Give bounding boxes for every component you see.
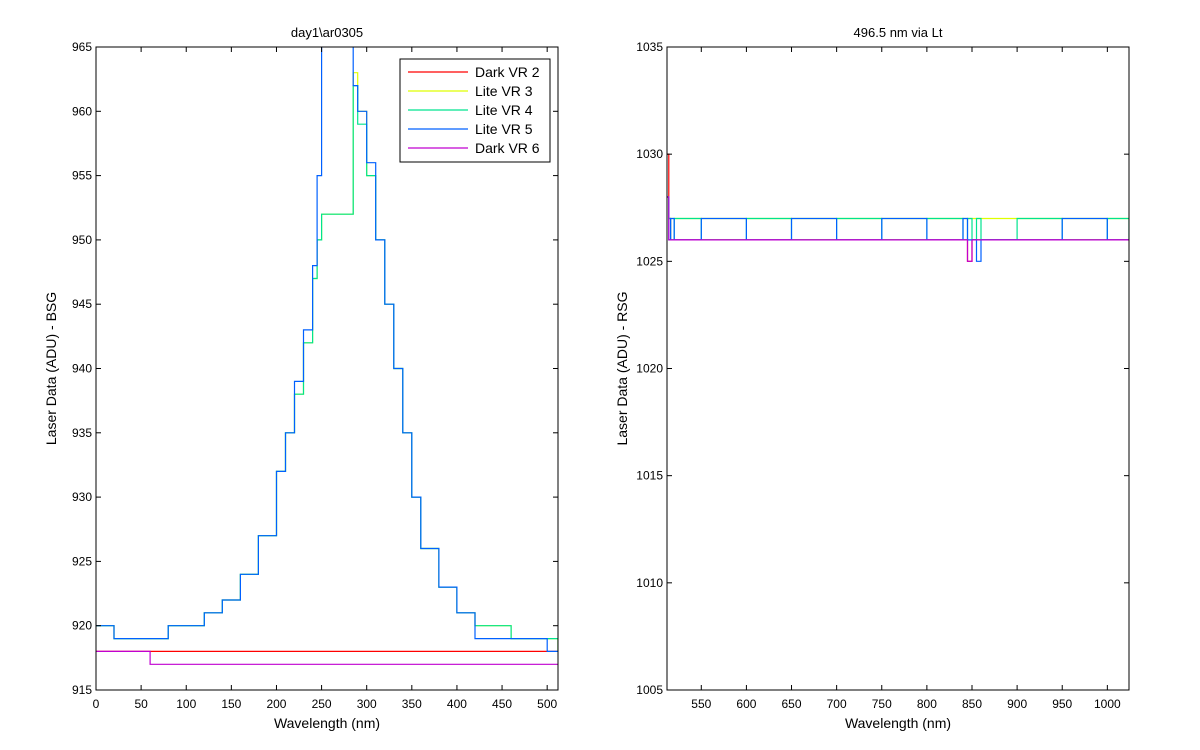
y-tick-label: 1030 (636, 147, 663, 161)
y-tick-label: 955 (72, 169, 92, 183)
legend-entry: Dark VR 6 (475, 140, 540, 156)
x-axis-label: Wavelength (nm) (274, 715, 380, 731)
y-tick-label: 935 (72, 426, 92, 440)
legend-entry: Lite VR 5 (475, 121, 533, 137)
x-tick-label: 1000 (1094, 697, 1121, 711)
series-line-lite-vr-5 (96, 47, 558, 652)
y-tick-label: 1015 (636, 469, 663, 483)
x-tick-label: 250 (312, 697, 332, 711)
x-tick-label: 650 (782, 697, 802, 711)
x-tick-label: 0 (93, 697, 100, 711)
x-tick-label: 200 (266, 697, 286, 711)
y-tick-label: 940 (72, 362, 92, 376)
y-tick-label: 925 (72, 554, 92, 568)
y-tick-label: 960 (72, 104, 92, 118)
chart-title: 496.5 nm via Lt (854, 25, 943, 40)
x-tick-label: 750 (872, 697, 892, 711)
series-line-dark-vr-6 (96, 650, 558, 665)
y-tick-label: 1025 (636, 254, 663, 268)
y-tick-label: 1005 (636, 683, 663, 697)
legend-entry: Lite VR 3 (475, 83, 533, 99)
y-tick-label: 930 (72, 490, 92, 504)
x-tick-label: 300 (357, 697, 377, 711)
series-group (96, 47, 558, 665)
y-tick-label: 950 (72, 233, 92, 247)
x-tick-label: 150 (221, 697, 241, 711)
y-tick-label: 915 (72, 683, 92, 697)
legend-entry: Lite VR 4 (475, 102, 533, 118)
x-tick-label: 600 (736, 697, 756, 711)
x-tick-label: 700 (827, 697, 847, 711)
y-axis-label: Laser Data (ADU) - RSG (614, 291, 630, 445)
x-tick-label: 100 (176, 697, 196, 711)
chart-title: day1\ar0305 (291, 25, 363, 40)
legend: Dark VR 2 Lite VR 3 Lite VR 4 Lite VR 5 Dark… (399, 58, 551, 163)
x-tick-label: 50 (134, 697, 148, 711)
y-tick-label: 945 (72, 297, 92, 311)
y-tick-label: 1020 (636, 362, 663, 376)
x-tick-label: 900 (1007, 697, 1027, 711)
series-group (667, 153, 1129, 262)
plot-area (667, 47, 1129, 690)
x-tick-label: 950 (1052, 697, 1072, 711)
y-tick-label: 920 (72, 619, 92, 633)
x-tick-label: 550 (691, 697, 711, 711)
x-tick-label: 850 (962, 697, 982, 711)
x-tick-label: 500 (537, 697, 557, 711)
x-tick-label: 400 (447, 697, 467, 711)
x-tick-label: 800 (917, 697, 937, 711)
x-tick-label: 450 (492, 697, 512, 711)
y-tick-label: 1035 (636, 40, 663, 54)
x-axis-label: Wavelength (nm) (845, 715, 951, 731)
y-tick-label: 1010 (636, 576, 663, 590)
chart-left: 0 50 100 150 200 250 300 350 400 450 500 915 920 925 9… (43, 25, 559, 731)
series-line-dark-vr-6 (667, 196, 1129, 262)
y-axis-label: Laser Data (ADU) - BSG (43, 292, 59, 445)
y-tick-label: 965 (72, 40, 92, 54)
chart-right: 550 600 650 700 750 800 850 900 950 1000 1005 1010 1… (614, 25, 1130, 731)
x-tick-label: 350 (402, 697, 422, 711)
legend-entry: Dark VR 2 (475, 64, 540, 80)
